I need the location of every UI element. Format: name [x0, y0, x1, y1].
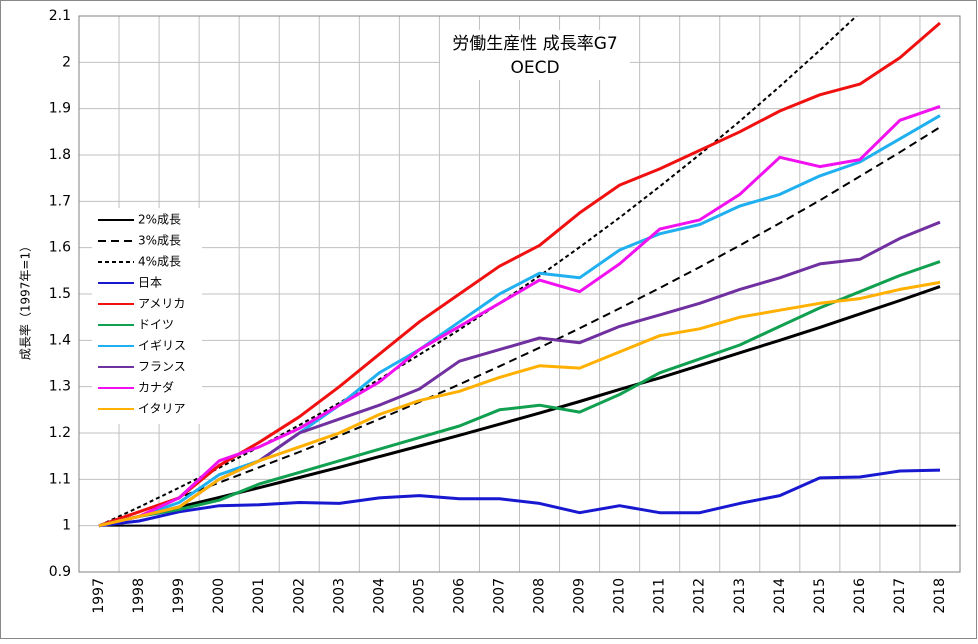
x-tick-label: 2007 — [491, 578, 507, 614]
x-tick-label: 2006 — [451, 578, 467, 614]
legend-label: 3%成長 — [138, 234, 181, 248]
legend-label: 日本 — [138, 276, 162, 290]
legend-label: イタリア — [138, 402, 186, 416]
y-tick-label: 0.9 — [49, 564, 71, 580]
y-tick-label: 1 — [62, 518, 71, 534]
legend-label: ドイツ — [138, 318, 174, 332]
plot — [98, 16, 956, 528]
x-tick-label: 2008 — [532, 578, 548, 614]
x-tick-label: 2015 — [812, 578, 828, 614]
series-line — [98, 114, 941, 528]
y-tick-label: 1.8 — [49, 147, 71, 163]
x-tick-label: 2009 — [572, 578, 588, 614]
chart-subtitle: OECD — [510, 58, 559, 78]
chart-title: 労働生産性 成長率G7 — [452, 34, 617, 54]
series-line — [98, 468, 941, 528]
x-tick-label: 2004 — [371, 578, 387, 614]
x-tick-label: 2010 — [612, 578, 628, 614]
x-tick-label: 1997 — [91, 578, 107, 614]
x-tick-label: 2017 — [892, 578, 908, 614]
x-tick-label: 2018 — [932, 578, 948, 614]
x-tick-label: 1998 — [131, 578, 147, 614]
legend-label: 2%成長 — [138, 213, 181, 227]
y-axis-label: 成長率（1997年=1） — [18, 240, 33, 360]
legend-label: アメリカ — [138, 297, 185, 311]
legend-label: イギリス — [138, 339, 186, 353]
x-tick-label: 1999 — [171, 578, 187, 614]
y-tick-label: 1.3 — [49, 379, 71, 395]
x-tick-label: 2003 — [331, 578, 347, 614]
legend-label: フランス — [138, 360, 186, 374]
series-line — [98, 126, 941, 527]
x-tick-label: 2002 — [291, 578, 307, 614]
y-tick-label: 1.6 — [49, 240, 71, 256]
x-tick-label: 2005 — [411, 578, 427, 614]
x-tick-label: 2016 — [852, 578, 868, 614]
y-tick-label: 1.1 — [49, 471, 71, 487]
y-tick-label: 1.9 — [49, 101, 71, 117]
x-tick-label: 2012 — [692, 578, 708, 614]
series-line — [98, 104, 941, 528]
y-tick-label: 2.1 — [49, 8, 71, 24]
series-line — [98, 260, 941, 528]
x-tick-label: 2001 — [251, 578, 267, 614]
x-tick-label: 2014 — [772, 578, 788, 614]
x-tick-label: 2013 — [732, 578, 748, 614]
x-tick-label: 2000 — [211, 578, 227, 614]
y-tick-label: 1.7 — [49, 193, 71, 209]
title-box — [440, 30, 630, 80]
y-tick-label: 1.4 — [49, 332, 71, 348]
y-tick-label: 1.5 — [49, 286, 71, 302]
plot-frame — [78, 15, 961, 573]
series-line — [98, 16, 858, 527]
legend-label: カナダ — [138, 380, 174, 395]
legend-label: 4%成長 — [138, 255, 181, 269]
x-tick-label: 2011 — [652, 578, 668, 614]
y-tick-label: 1.2 — [49, 425, 71, 441]
y-tick-label: 2 — [62, 54, 71, 70]
series-line — [98, 280, 941, 528]
